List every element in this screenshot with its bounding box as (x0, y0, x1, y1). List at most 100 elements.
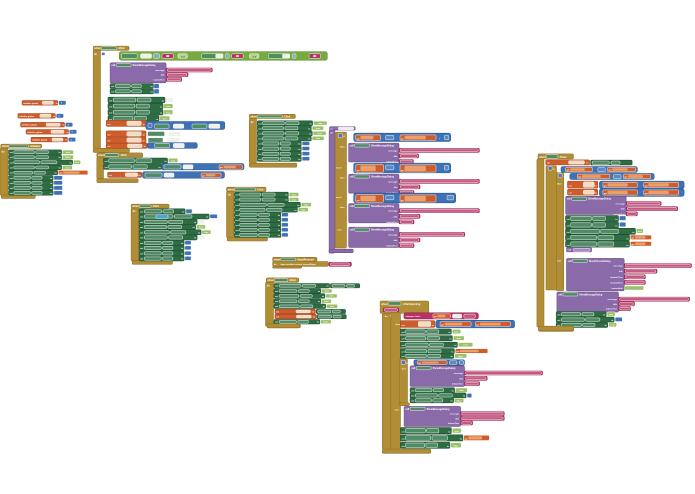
svg-text:else if: else if (336, 168, 342, 170)
svg-text:false: false (457, 401, 463, 403)
svg-text:true: true (325, 290, 330, 293)
svg-text:get: get (465, 437, 468, 440)
svg-text:false: false (65, 157, 71, 159)
svg-text:set: set (258, 143, 261, 146)
svg-text:true: true (609, 313, 614, 316)
svg-text:message: message (388, 150, 398, 152)
svg-text:call: call (350, 177, 354, 179)
svg-text:set: set (401, 355, 404, 358)
svg-text:to: to (451, 355, 454, 358)
svg-text:to: to (298, 143, 301, 146)
svg-text:to: to (56, 102, 59, 105)
svg-text:set: set (401, 350, 404, 353)
svg-text:set: set (235, 224, 238, 227)
svg-text:ShowMessageDialog: ShowMessageDialog (579, 294, 602, 296)
svg-text:set: set (109, 174, 112, 177)
svg-text:set: set (140, 253, 143, 256)
svg-text:to: to (285, 199, 288, 202)
svg-text:buttonText: buttonText (386, 245, 397, 248)
svg-text:set: set (235, 199, 238, 202)
svg-text:else: else (395, 410, 400, 412)
svg-text:set: set (235, 214, 238, 217)
svg-text:do: do (274, 264, 277, 266)
svg-text:to: to (143, 123, 146, 126)
svg-text:set: set (10, 177, 13, 180)
svg-text:compare texts: compare texts (406, 315, 422, 318)
svg-text:set: set (105, 166, 108, 169)
svg-text:get: get (434, 315, 437, 318)
svg-text:set: set (411, 400, 414, 403)
svg-text:.Click: .Click (257, 188, 264, 191)
svg-text:to: to (151, 91, 154, 94)
svg-text:to: to (616, 218, 619, 221)
svg-text:ShowMessageDialog: ShowMessageDialog (588, 199, 611, 201)
svg-text:to: to (454, 344, 457, 347)
svg-text:then: then (340, 206, 345, 209)
svg-text:0: 0 (59, 116, 61, 118)
svg-text:to: to (139, 174, 142, 177)
svg-text:set: set (275, 295, 278, 298)
svg-text:when: when (228, 188, 235, 191)
svg-text:set: set (109, 100, 112, 103)
svg-text:to: to (327, 285, 330, 288)
svg-text:to: to (595, 192, 598, 195)
svg-text:then: then (557, 182, 562, 185)
svg-text:get: get (567, 169, 570, 172)
svg-text:ShowMessageDialog: ShowMessageDialog (371, 230, 394, 232)
svg-text:to: to (144, 145, 147, 148)
svg-text:.BackPressed: .BackPressed (297, 258, 314, 261)
svg-text:call: call (405, 409, 409, 411)
svg-text:to: to (452, 389, 455, 392)
svg-text:to: to (206, 216, 209, 219)
svg-text:set: set (235, 234, 238, 237)
svg-text:call: call (350, 230, 354, 232)
svg-text:set: set (276, 310, 279, 313)
svg-text:true: true (166, 111, 171, 114)
svg-text:title: title (459, 377, 464, 380)
svg-text:buttonText: buttonText (448, 422, 459, 425)
svg-text:to: to (451, 350, 454, 353)
svg-text:set: set (140, 211, 143, 214)
svg-text:when: when (98, 154, 105, 157)
svg-text:to: to (308, 138, 311, 141)
svg-text:true: true (457, 337, 462, 340)
svg-text:if: if (407, 363, 409, 365)
svg-text:true: true (204, 231, 209, 234)
svg-text:true: true (301, 208, 306, 211)
svg-text:get: get (401, 169, 404, 172)
svg-text:to: to (181, 258, 184, 261)
svg-text:to: to (59, 167, 62, 170)
svg-text:else if: else if (336, 197, 342, 199)
svg-text:set: set (140, 237, 143, 240)
svg-text:to: to (278, 229, 281, 232)
svg-text:if: if (344, 136, 346, 138)
svg-text:to: to (627, 237, 630, 240)
svg-text:call: call (111, 65, 115, 67)
svg-text:to: to (193, 226, 196, 229)
svg-text:set: set (258, 138, 261, 141)
svg-text:to: to (53, 115, 56, 118)
svg-text:.Click: .Click (284, 115, 291, 118)
svg-text:do: do (228, 194, 231, 197)
svg-text:when: when (539, 156, 546, 159)
svg-text:to: to (160, 112, 163, 115)
svg-text:true: true (292, 198, 297, 201)
svg-text:set: set (569, 192, 572, 195)
svg-text:get: get (609, 169, 612, 172)
svg-text:set: set (258, 153, 261, 156)
svg-text:button2Text: button2Text (610, 281, 623, 284)
svg-text:buttonText: buttonText (386, 161, 397, 164)
svg-text:to: to (294, 209, 297, 212)
svg-text:initialize global: initialize global (22, 124, 37, 127)
svg-text:cancelable: cancelable (612, 288, 624, 290)
svg-text:set: set (557, 324, 560, 327)
svg-text:set: set (235, 219, 238, 222)
svg-text:do: do (133, 210, 136, 213)
svg-text:to: to (59, 151, 62, 154)
svg-text:get: get (418, 362, 421, 365)
svg-text:true: true (171, 159, 176, 162)
svg-text:0: 0 (72, 132, 74, 134)
svg-text:to: to (67, 131, 70, 134)
svg-text:set: set (107, 140, 110, 143)
svg-text:true: true (166, 105, 171, 108)
